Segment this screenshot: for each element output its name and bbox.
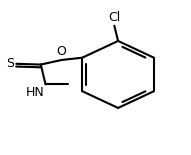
Text: S: S bbox=[6, 57, 15, 70]
Text: HN: HN bbox=[26, 86, 45, 99]
Text: Cl: Cl bbox=[108, 11, 121, 24]
Text: O: O bbox=[57, 45, 66, 58]
